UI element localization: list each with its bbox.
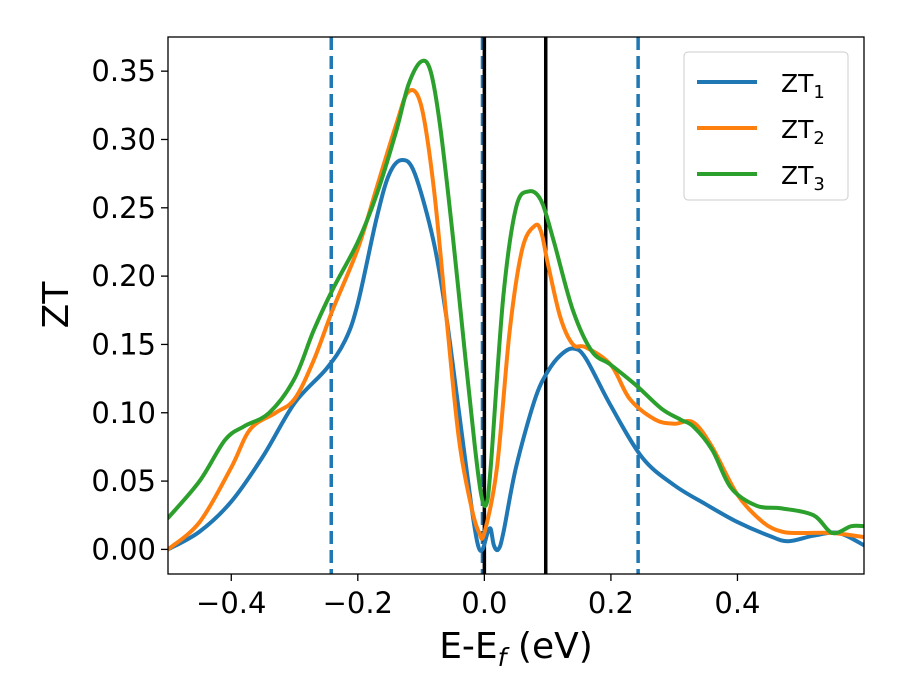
y-tick-label: 0.10 (91, 396, 156, 430)
x-axis-label-unit: (eV) (506, 626, 592, 667)
legend-label-name: ZT (781, 161, 814, 190)
legend-label-subscript: 2 (813, 128, 824, 149)
x-tick-label: −0.4 (196, 586, 266, 620)
y-axis-label: ZT (36, 281, 77, 329)
x-tick-label: 0.0 (461, 586, 507, 620)
legend-label-name: ZT (781, 69, 814, 98)
series-line-zt3 (168, 58, 864, 536)
x-axis-label: E-Ef (eV) (439, 626, 593, 672)
legend-label-subscript: 3 (813, 174, 824, 195)
series-lines (168, 58, 864, 553)
x-tick-label: 0.2 (588, 586, 634, 620)
y-axis: 0.00 0.05 0.10 0.15 0.20 0.25 0.30 0.35 (91, 54, 168, 566)
legend-label-zt2: ZT2 (781, 115, 825, 149)
reference-lines (329, 37, 640, 574)
plot-frame (167, 36, 865, 575)
y-tick-label: 0.25 (91, 191, 156, 225)
legend-label-subscript: 1 (813, 82, 824, 103)
x-axis-label-main: E-E (439, 626, 497, 667)
legend-label-zt1: ZT1 (781, 69, 825, 103)
y-tick-label: 0.35 (91, 54, 156, 88)
legend-label-zt3: ZT3 (781, 161, 825, 195)
x-tick-label: 0.4 (714, 586, 760, 620)
x-axis: −0.4 −0.2 0.0 0.2 0.4 (196, 574, 761, 620)
x-tick-label: −0.2 (323, 586, 393, 620)
y-tick-label: 0.30 (91, 122, 156, 156)
y-tick-label: 0.05 (91, 464, 156, 498)
y-tick-label: 0.20 (91, 259, 156, 293)
y-tick-label: 0.15 (91, 327, 156, 361)
series-line-zt2 (168, 88, 864, 552)
legend-label-name: ZT (781, 115, 814, 144)
series-line-zt1 (168, 158, 864, 553)
legend-box (683, 51, 849, 201)
y-tick-label: 0.00 (91, 532, 156, 566)
